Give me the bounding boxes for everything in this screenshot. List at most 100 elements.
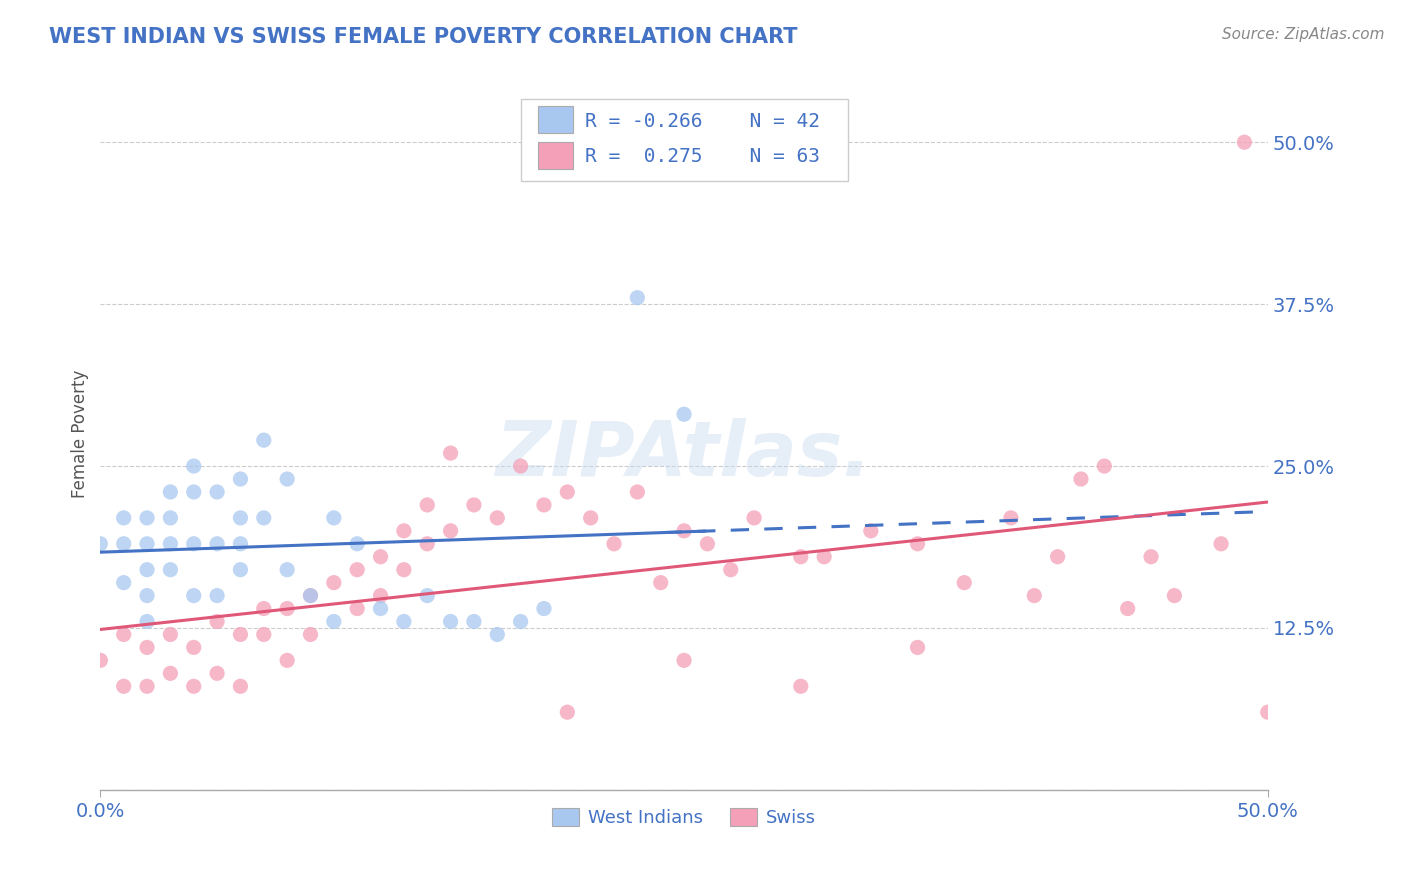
Point <box>299 627 322 641</box>
Point <box>136 537 159 551</box>
Point <box>136 563 159 577</box>
Point <box>486 627 509 641</box>
Point <box>276 472 298 486</box>
Point <box>907 537 929 551</box>
Point <box>416 498 439 512</box>
Point <box>790 679 813 693</box>
Point <box>742 511 765 525</box>
Y-axis label: Female Poverty: Female Poverty <box>72 369 89 498</box>
Point <box>650 575 672 590</box>
Point <box>555 485 578 500</box>
Point <box>1116 601 1139 615</box>
Point <box>276 563 298 577</box>
Point <box>205 537 228 551</box>
Point <box>299 589 322 603</box>
Point <box>370 589 392 603</box>
Point <box>392 615 415 629</box>
Point <box>346 537 368 551</box>
Point <box>112 511 135 525</box>
Point <box>533 498 555 512</box>
Point <box>183 640 205 655</box>
Text: Source: ZipAtlas.com: Source: ZipAtlas.com <box>1222 27 1385 42</box>
Text: R =  0.275    N = 63: R = 0.275 N = 63 <box>585 147 820 166</box>
Point <box>555 705 578 719</box>
Point <box>253 627 276 641</box>
Point <box>253 601 276 615</box>
Point <box>953 575 976 590</box>
Point <box>346 563 368 577</box>
Point <box>299 589 322 603</box>
Point <box>253 433 276 447</box>
Point <box>439 524 461 538</box>
Point <box>673 407 696 421</box>
Point <box>1092 458 1115 473</box>
FancyBboxPatch shape <box>538 142 574 169</box>
Point <box>183 485 205 500</box>
Point <box>533 601 555 615</box>
Point <box>813 549 835 564</box>
Point <box>229 511 252 525</box>
Text: ZIPAtlas.: ZIPAtlas. <box>496 418 872 492</box>
Point <box>159 563 181 577</box>
Point <box>1070 472 1092 486</box>
Legend: West Indians, Swiss: West Indians, Swiss <box>544 800 824 834</box>
Point <box>112 679 135 693</box>
Point <box>720 563 742 577</box>
Text: R = -0.266    N = 42: R = -0.266 N = 42 <box>585 112 820 130</box>
Point <box>322 615 344 629</box>
Point <box>183 589 205 603</box>
Point <box>626 485 648 500</box>
Point <box>626 291 648 305</box>
Point <box>509 615 531 629</box>
Point <box>1140 549 1163 564</box>
Point <box>392 524 415 538</box>
Text: WEST INDIAN VS SWISS FEMALE POVERTY CORRELATION CHART: WEST INDIAN VS SWISS FEMALE POVERTY CORR… <box>49 27 797 46</box>
Point <box>859 524 882 538</box>
Point <box>183 679 205 693</box>
Point <box>229 679 252 693</box>
Point <box>229 627 252 641</box>
Point <box>322 511 344 525</box>
FancyBboxPatch shape <box>520 99 848 181</box>
Point <box>673 653 696 667</box>
FancyBboxPatch shape <box>538 106 574 133</box>
Point <box>205 666 228 681</box>
Point <box>112 537 135 551</box>
Point <box>136 679 159 693</box>
Point <box>907 640 929 655</box>
Point <box>1046 549 1069 564</box>
Point <box>136 511 159 525</box>
Point <box>136 615 159 629</box>
Point <box>159 485 181 500</box>
Point <box>159 666 181 681</box>
Point <box>159 627 181 641</box>
Point <box>136 640 159 655</box>
Point <box>136 589 159 603</box>
Point <box>790 549 813 564</box>
Point <box>509 458 531 473</box>
Point <box>229 472 252 486</box>
Point <box>205 589 228 603</box>
Point <box>276 653 298 667</box>
Point <box>579 511 602 525</box>
Point <box>416 589 439 603</box>
Point <box>1209 537 1232 551</box>
Point <box>1233 135 1256 149</box>
Point <box>673 524 696 538</box>
Point <box>1024 589 1046 603</box>
Point <box>439 615 461 629</box>
Point <box>229 563 252 577</box>
Point <box>322 575 344 590</box>
Point <box>486 511 509 525</box>
Point <box>229 537 252 551</box>
Point <box>1163 589 1185 603</box>
Point <box>603 537 626 551</box>
Point <box>696 537 718 551</box>
Point <box>276 601 298 615</box>
Point <box>370 601 392 615</box>
Point <box>439 446 461 460</box>
Point <box>89 537 111 551</box>
Point <box>183 458 205 473</box>
Point <box>392 563 415 577</box>
Point <box>205 615 228 629</box>
